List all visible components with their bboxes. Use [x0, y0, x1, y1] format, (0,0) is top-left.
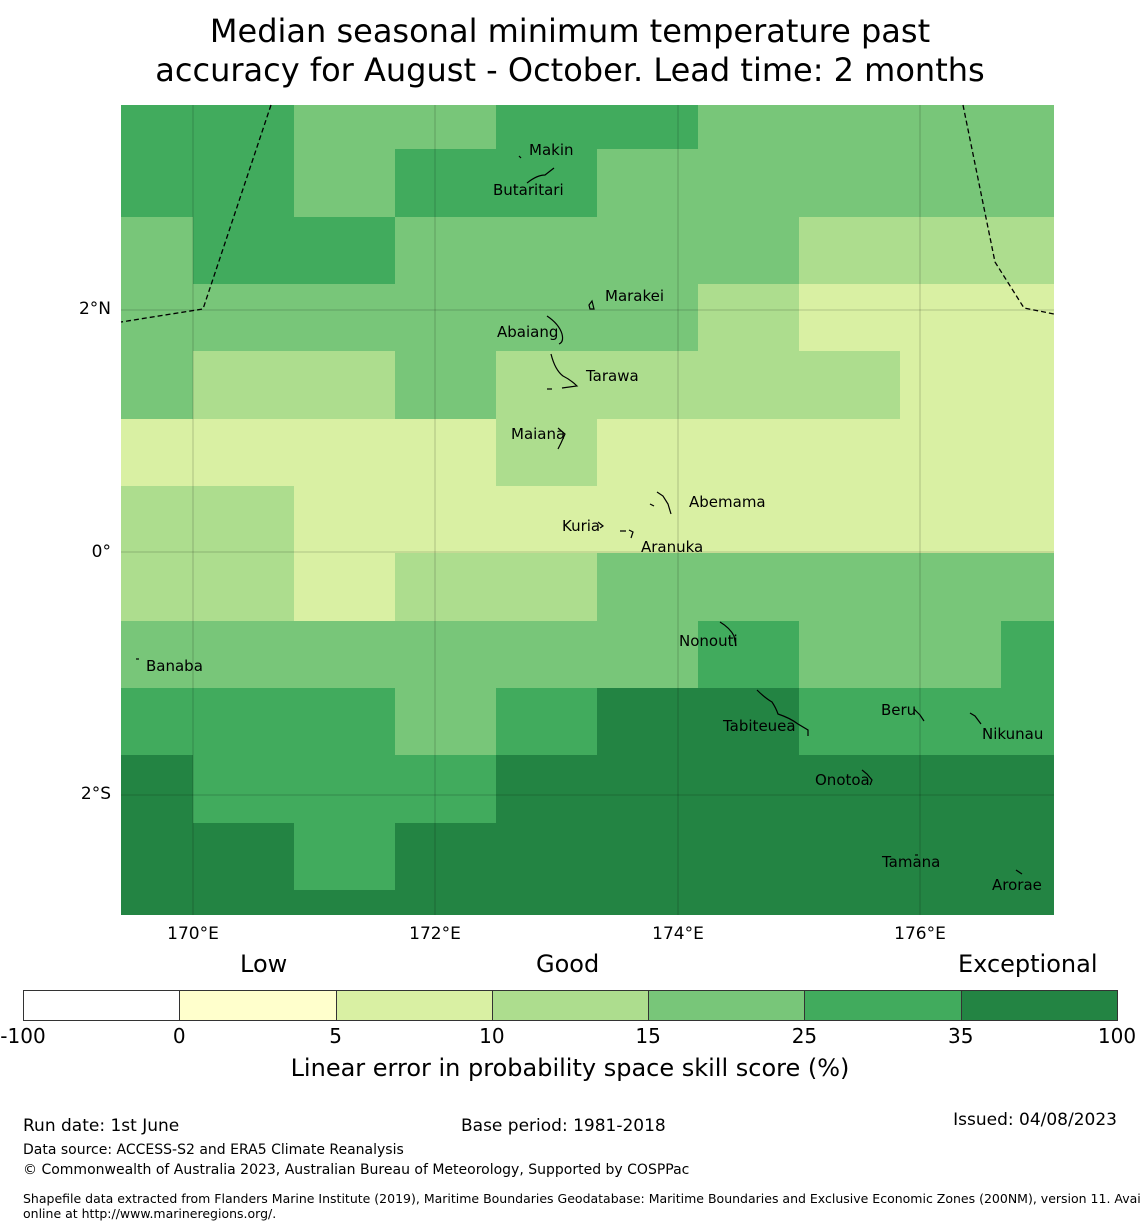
lon-tick-label: 170°E: [167, 924, 219, 944]
colorbar-tick-label: 5: [329, 1024, 342, 1048]
run-date: Run date: 1st June: [23, 1116, 180, 1136]
copyright: © Commonwealth of Australia 2023, Austra…: [23, 1162, 690, 1178]
colorbar-bin: [960, 990, 1118, 1021]
place-label-banaba: Banaba: [146, 657, 203, 675]
place-label-abemama: Abemama: [689, 493, 766, 511]
map-title-line-1: Median seasonal minimum temperature past: [209, 12, 931, 50]
colorbar-bin: [179, 990, 337, 1021]
place-label-tarawa: Tarawa: [586, 367, 639, 385]
lat-tick-label: 0°: [91, 542, 111, 562]
place-label-maiana: Maiana: [511, 425, 566, 443]
colorbar-bin: [648, 990, 806, 1021]
place-label-tabiteuea: Tabiteuea: [723, 717, 796, 735]
colorbar-label: Linear error in probability space skill …: [290, 1054, 850, 1082]
graticule: [121, 105, 1054, 915]
colorbar-bin: [804, 990, 962, 1021]
data-source: Data source: ACCESS-S2 and ERA5 Climate …: [23, 1142, 404, 1158]
place-label-butaritari: Butaritari: [493, 181, 564, 199]
lat-tick-label: 2°N: [78, 299, 111, 319]
place-label-marakei: Marakei: [605, 287, 665, 305]
place-label-nikunau: Nikunau: [982, 725, 1044, 743]
shapefile-credit-line-1: Shapefile data extracted from Flanders M…: [23, 1191, 1140, 1206]
lon-tick-label: 176°E: [894, 924, 946, 944]
colorbar-tick-label: 10: [479, 1024, 505, 1048]
colorbar-tick-label: 35: [947, 1024, 974, 1048]
place-label-makin: Makin: [529, 141, 574, 159]
place-label-onotoa: Onotoa: [815, 771, 870, 789]
island-outlines: [136, 155, 1023, 875]
colorbar-bin: [335, 990, 493, 1021]
legend-category-good: Good: [536, 950, 600, 978]
legend-category-exceptional: Exceptional: [958, 950, 1098, 978]
colorbar-tick-label: 100: [1097, 1024, 1137, 1048]
legend-category-low: Low: [240, 950, 288, 978]
place-label-tamana: Tamana: [882, 853, 941, 871]
place-label-abaiang: Abaiang: [497, 323, 559, 341]
colorbar-tick-label: -100: [0, 1024, 46, 1048]
place-label-beru: Beru: [881, 701, 917, 719]
colorbar-tick-label: 15: [635, 1024, 661, 1048]
colorbar-tick-label: 0: [172, 1024, 186, 1048]
lat-tick-label: 2°S: [80, 784, 111, 804]
place-label-nonouti: Nonouti: [679, 632, 738, 650]
issued-date: Issued: 04/08/2023: [953, 1110, 1117, 1130]
place-label-kuria: Kuria: [562, 517, 601, 535]
lon-tick-label: 174°E: [652, 924, 704, 944]
lon-tick-label: 172°E: [409, 924, 461, 944]
place-label-arorae: Arorae: [992, 876, 1042, 894]
place-label-aranuka: Aranuka: [641, 538, 704, 556]
base-period: Base period: 1981-2018: [461, 1116, 666, 1136]
map-title-line-2: accuracy for August - October. Lead time…: [155, 51, 985, 89]
colorbar-bin: [23, 990, 181, 1021]
shapefile-credit-line-2: online at http://www.marineregions.org/.: [23, 1206, 277, 1221]
colorbar-bin: [491, 990, 650, 1021]
eez-boundary: [120, 104, 1055, 323]
colorbar-tick-label: 25: [791, 1024, 818, 1048]
skill-grid: [121, 105, 1054, 915]
